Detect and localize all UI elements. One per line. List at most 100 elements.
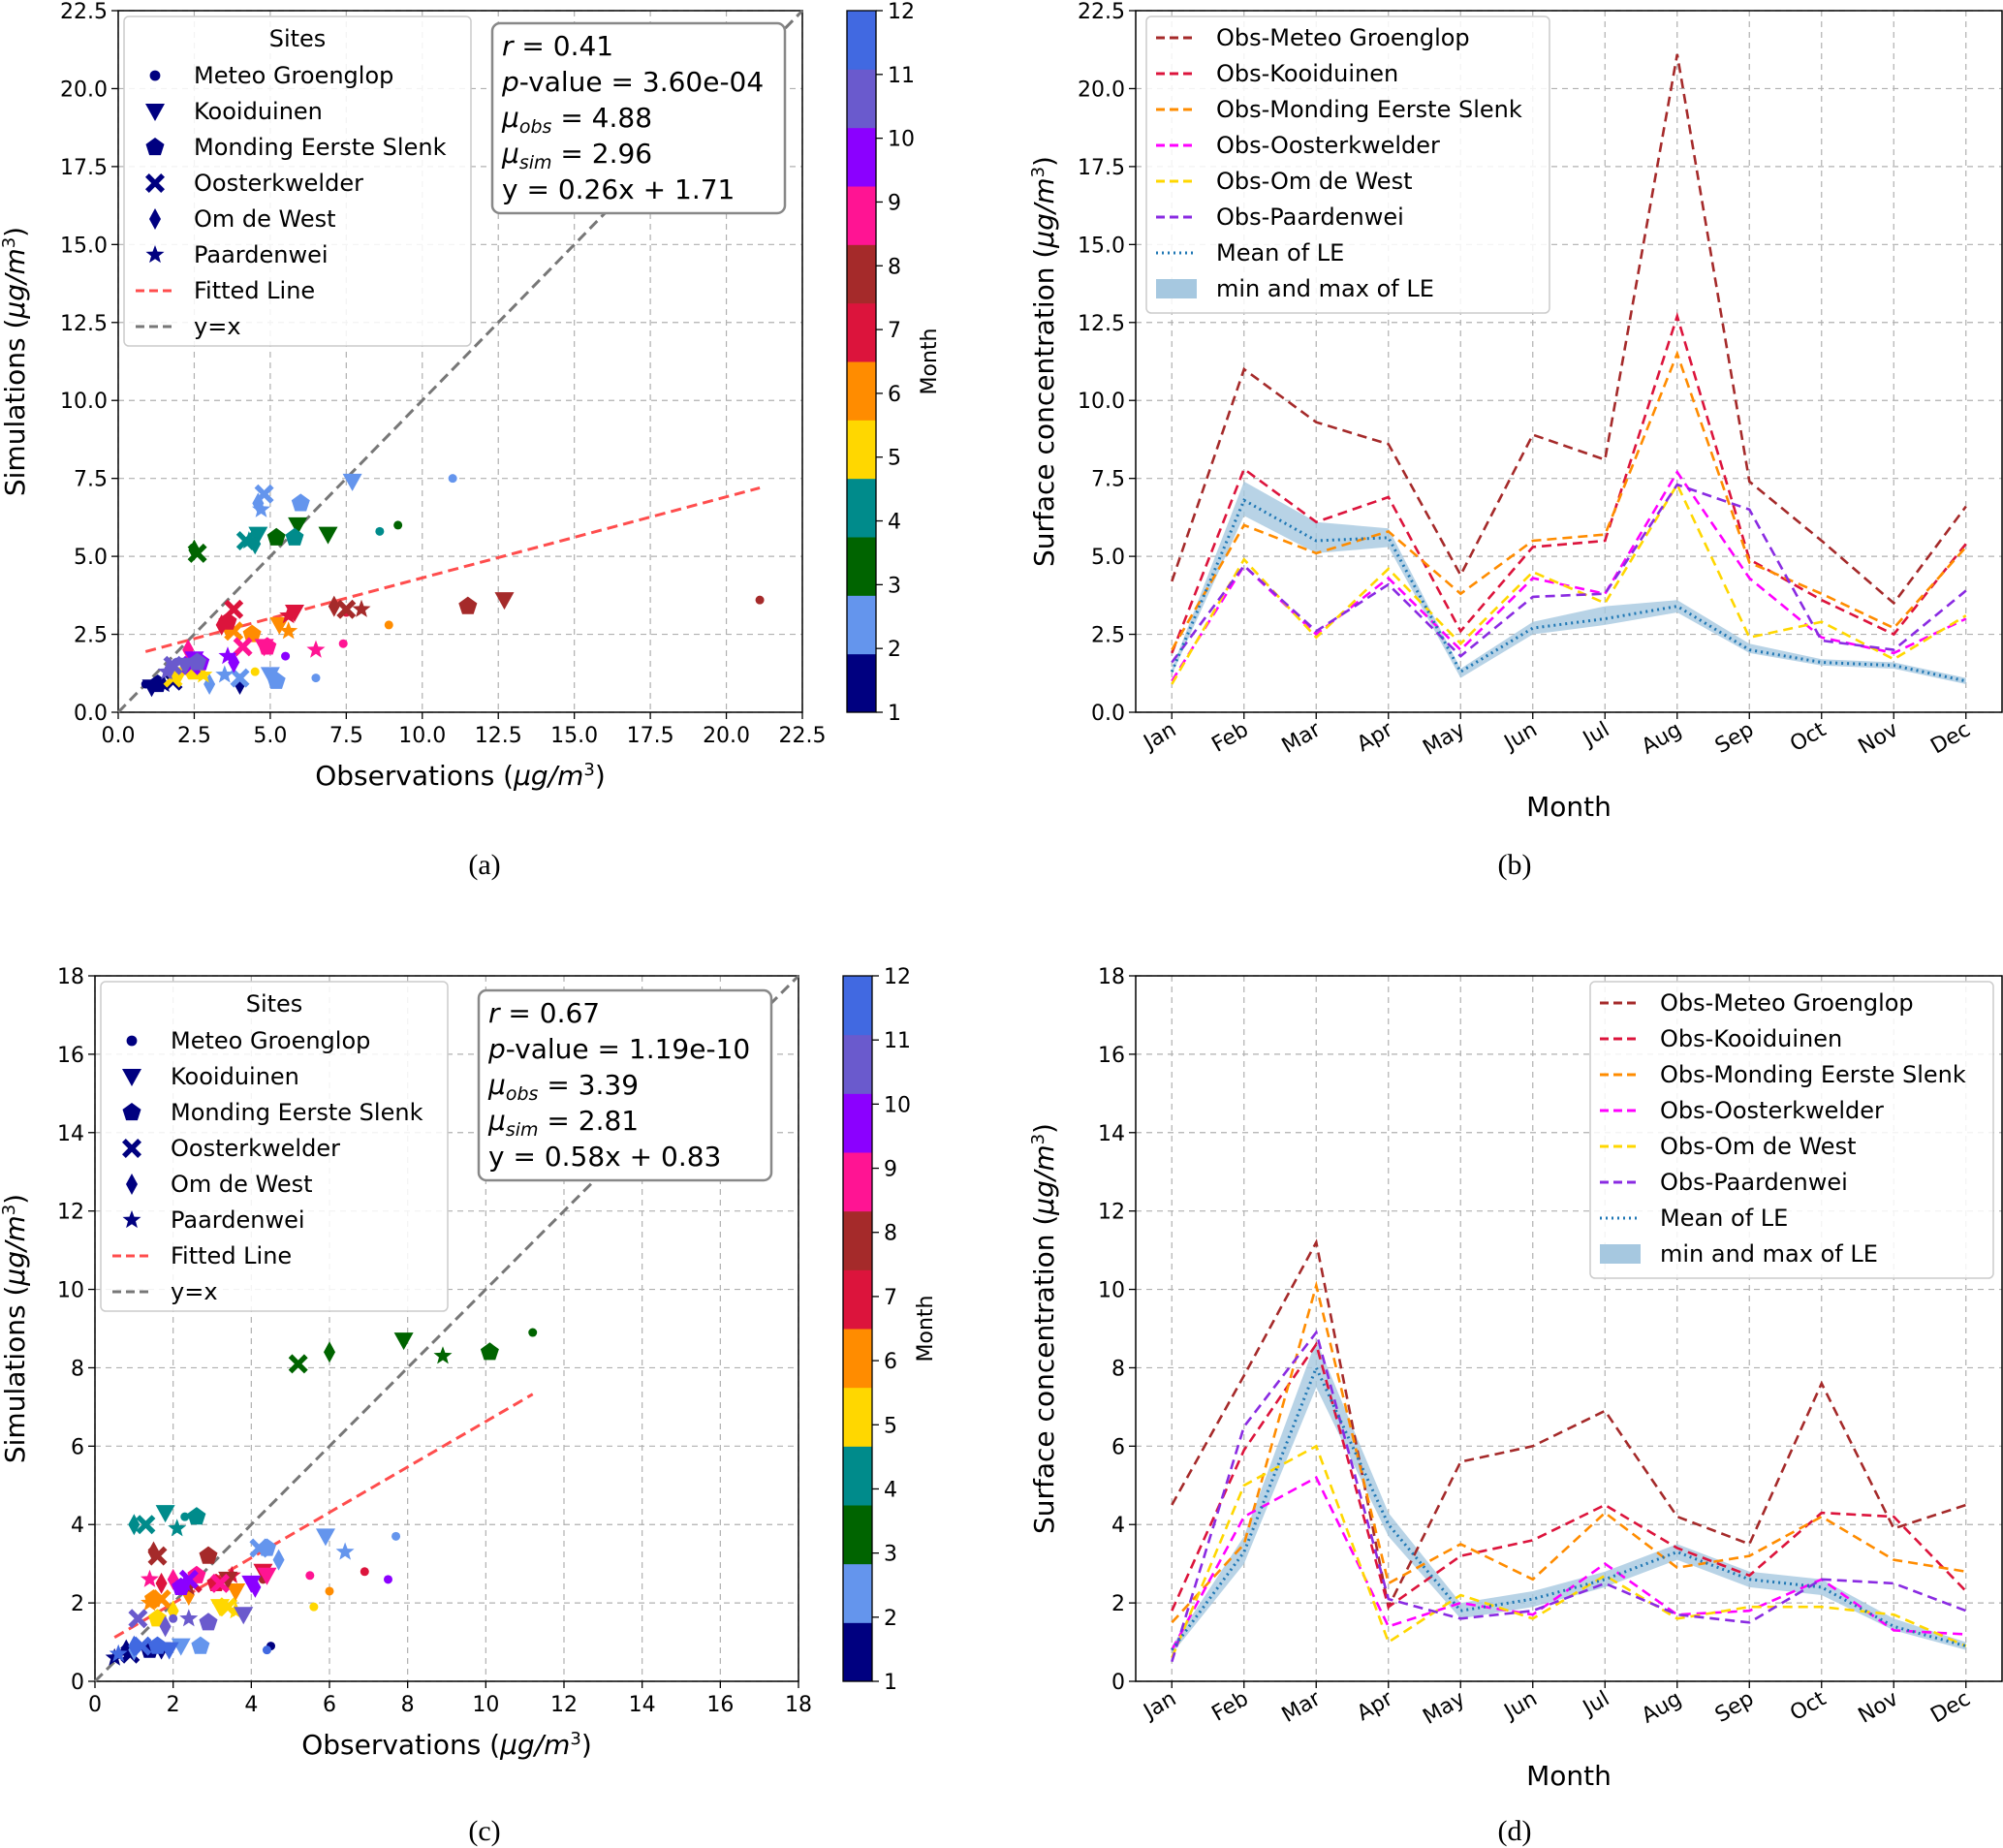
rest: = 3.39 — [538, 1069, 639, 1101]
unit-mu: μg/m — [0, 1215, 31, 1286]
unit-exp: 3 — [0, 237, 19, 248]
colorbar-segment — [847, 244, 876, 304]
legend-label: Obs-Monding Eerste Slenk — [1660, 1061, 1966, 1088]
tick-label-x: May — [1419, 1687, 1469, 1730]
panel-label-d: (d) — [1498, 1815, 1532, 1847]
data-point — [233, 637, 253, 657]
colorbar-segment — [847, 420, 876, 480]
tick-label-x: Mar — [1278, 1686, 1326, 1728]
data-point — [159, 1615, 172, 1638]
y-axis-label: Simulations (μg/m3) — [0, 227, 31, 496]
data-point — [309, 1602, 319, 1612]
colorbar-segment — [847, 302, 876, 362]
tick-label-x: 12.5 — [475, 724, 522, 748]
tick-label-y: 2.5 — [1091, 624, 1125, 648]
data-point — [234, 1607, 254, 1625]
series-line — [1171, 482, 1967, 685]
data-point — [155, 1505, 175, 1523]
legend-marker — [126, 1174, 138, 1195]
y-axis-label: Simulations (μg/m3) — [0, 1194, 31, 1463]
data-point — [157, 662, 176, 680]
legend-label: Obs-Om de West — [1660, 1133, 1857, 1160]
data-point — [494, 592, 515, 611]
data-point — [266, 527, 286, 546]
unit-mu: μg/m — [513, 760, 583, 792]
legend-marker — [126, 1035, 138, 1047]
tick-label-x: 7.5 — [329, 724, 363, 748]
tick-label-x: Aug — [1638, 1687, 1686, 1729]
tick-label-y: 12 — [57, 1201, 84, 1225]
colorbar-segment — [843, 1034, 872, 1094]
legend-label: min and max of LE — [1216, 275, 1434, 302]
colorbar-label: Month — [914, 1296, 938, 1363]
data-point — [318, 526, 338, 545]
legend-label: Meteo Groenglop — [171, 1027, 370, 1054]
data-point — [187, 1507, 206, 1525]
tick-label-x: 12 — [550, 1693, 578, 1717]
legend-identity-label: y=x — [171, 1278, 218, 1305]
data-point — [191, 1636, 210, 1654]
unit-close: ) — [1028, 1123, 1060, 1134]
legend-swatch — [1600, 1244, 1641, 1264]
tick-label-x: 15.0 — [550, 724, 598, 748]
rest: = 2.81 — [539, 1105, 640, 1137]
data-point — [215, 665, 235, 683]
data-point — [375, 526, 385, 536]
le-minmax-band — [1172, 481, 1966, 684]
legend-label: Obs-Meteo Groenglop — [1660, 989, 1914, 1017]
series-line — [1171, 311, 1967, 654]
data-point — [226, 1582, 246, 1601]
x-axis-label: Month — [1526, 791, 1612, 823]
data-point — [315, 1528, 335, 1547]
tick-label-y: 5.0 — [1091, 546, 1125, 570]
tick-label-y: 14 — [1098, 1122, 1125, 1146]
colorbar-tick-label: 6 — [884, 1350, 897, 1374]
colorbar-tick-label: 6 — [888, 383, 901, 407]
tick-label-x: 2.5 — [177, 724, 211, 748]
colorbar-tick-label: 10 — [888, 128, 915, 152]
data-point — [148, 674, 168, 693]
data-point — [248, 526, 268, 545]
stats-line: μobs = 4.88 — [501, 102, 652, 138]
unit-exp: 3 — [583, 760, 594, 780]
tick-label-y: 10.0 — [1078, 390, 1125, 414]
colorbar-tick-label: 4 — [888, 511, 901, 535]
data-point — [210, 1573, 231, 1593]
data-point — [257, 1567, 277, 1585]
colorbar-tick-label: 12 — [888, 0, 915, 24]
data-point — [262, 1645, 271, 1655]
colorbar-segment — [847, 127, 876, 187]
tick-label-x: 6 — [323, 1693, 336, 1717]
tick-label-x: Oct — [1786, 717, 1831, 757]
data-point — [242, 624, 262, 642]
sym: r — [502, 30, 515, 62]
tick-label-x: Oct — [1786, 1686, 1831, 1726]
series-line — [1171, 469, 1967, 682]
tick-label-x: Feb — [1208, 1687, 1253, 1727]
panel-d-line: 0 2 4 6 8 10 12 14 16 18 Jan Feb Mar Apr May Jun Jul Aug S… — [1028, 965, 2003, 1792]
tick-label-y: 4 — [71, 1514, 84, 1538]
legend-label: Meteo Groenglop — [194, 62, 393, 89]
tick-label-x: 10 — [472, 1693, 499, 1717]
data-point — [218, 1571, 238, 1589]
colorbar-tick-label: 2 — [884, 1607, 897, 1631]
unit-mu: μg/m — [1028, 1144, 1060, 1215]
tick-label-x: 5.0 — [253, 724, 287, 748]
unit-close: ) — [0, 227, 31, 237]
legend-label: Om de West — [171, 1171, 313, 1198]
tick-label-x: 20.0 — [703, 724, 750, 748]
x-axis-label: Month — [1526, 1760, 1612, 1792]
tick-label-y: 7.5 — [74, 468, 108, 492]
tick-label-y: 5.0 — [74, 546, 108, 570]
data-point — [342, 473, 362, 491]
colorbar-tick-label: 8 — [888, 255, 901, 279]
tick-label-y: 22.5 — [60, 0, 108, 24]
colorbar-segment — [847, 69, 876, 129]
unit-mu: μg/m — [1028, 177, 1060, 248]
data-point — [128, 1514, 141, 1536]
data-point — [169, 1613, 178, 1623]
legend-label: Obs-Kooiduinen — [1216, 60, 1398, 87]
data-point — [384, 620, 393, 630]
